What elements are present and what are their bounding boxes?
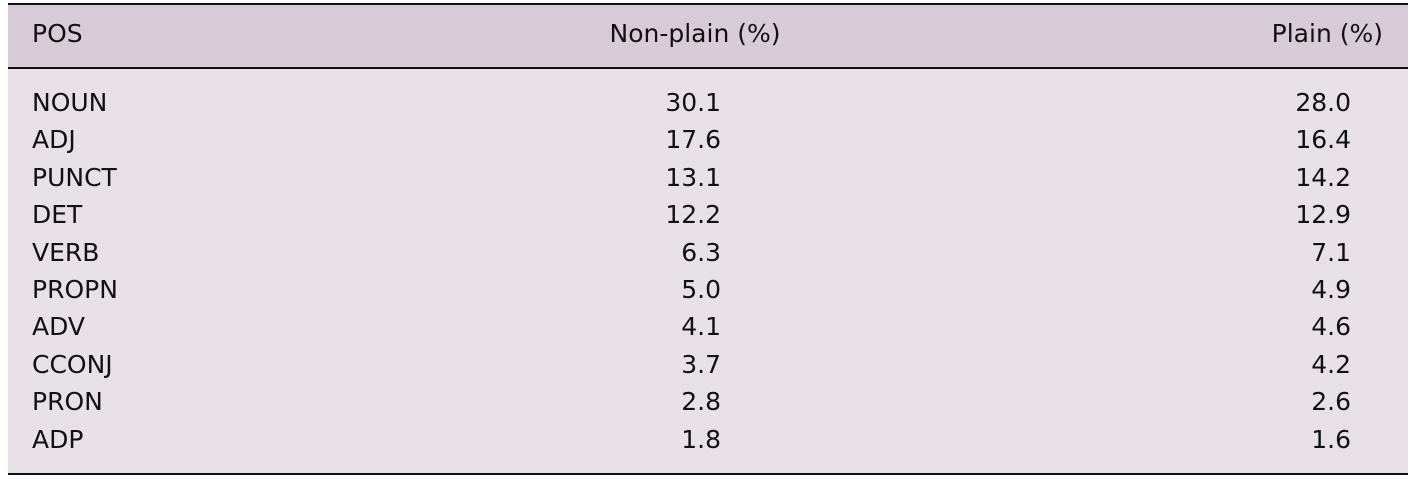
value-cell: 6.3 [681,237,721,267]
header-background [8,5,1408,68]
pos-cell: PROPN [32,275,118,304]
body-background [8,69,1408,474]
pos-cell: ADV [32,312,86,342]
value-cell: 16.4 [1295,125,1351,155]
value-cell: 4.6 [1311,312,1351,342]
value-cell: 12.9 [1295,200,1351,230]
header-cell: Non-plain (%) [609,19,781,48]
value-cell: 4.9 [1311,275,1351,304]
value-cell: 3.7 [681,349,721,379]
pos-cell: DET [32,200,83,230]
value-cell: 17.6 [665,125,721,155]
value-cell: 1.8 [681,424,721,454]
value-cell: 2.6 [1311,387,1351,417]
header-rule [8,67,1408,69]
bottom-rule [8,473,1408,475]
header-cell: Plain (%) [1271,19,1383,48]
value-cell: 2.8 [681,387,721,417]
value-cell: 4.2 [1311,349,1351,379]
value-cell: 7.1 [1311,237,1351,267]
pos-cell: NOUN [32,88,108,117]
value-cell: 30.1 [665,88,721,117]
pos-cell: CCONJ [32,349,113,379]
pos-cell: ADP [32,424,84,454]
value-cell: 4.1 [681,312,721,342]
pos-cell: PUNCT [32,162,117,192]
value-cell: 13.1 [665,162,721,192]
value-cell: 5.0 [681,275,721,304]
pos-cell: ADJ [32,125,76,155]
value-cell: 1.6 [1311,424,1351,454]
pos-cell: VERB [32,237,100,267]
top-rule [8,3,1408,5]
value-cell: 28.0 [1295,88,1351,117]
value-cell: 14.2 [1295,162,1351,192]
value-cell: 12.2 [665,200,721,230]
header-cell: POS [32,19,83,48]
pos-cell: PRON [32,387,103,417]
